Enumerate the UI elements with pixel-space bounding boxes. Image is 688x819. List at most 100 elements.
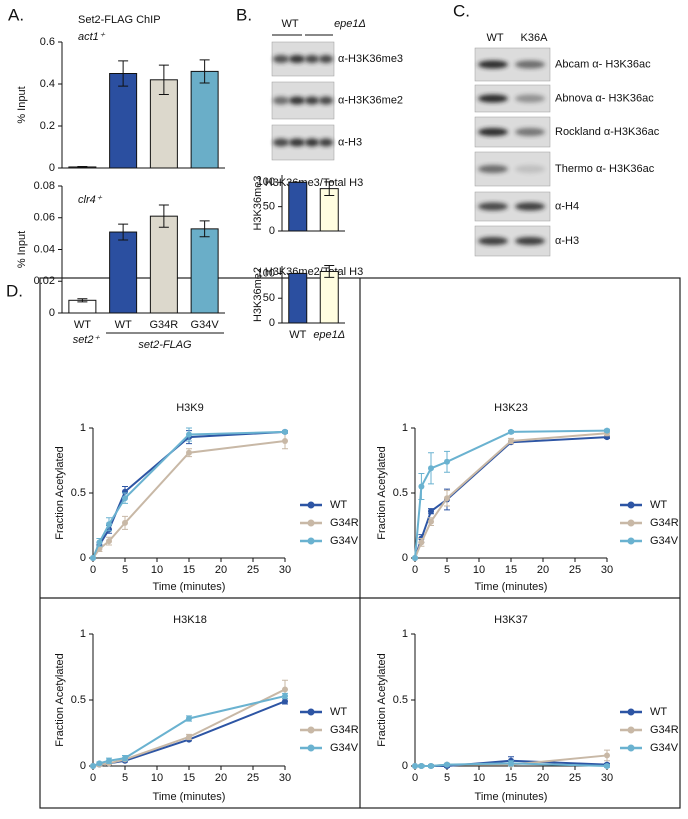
series-line <box>92 688 286 767</box>
blot-band <box>273 96 289 105</box>
x-tick-label: 0 <box>90 564 96 576</box>
point <box>282 438 288 444</box>
blot-band <box>515 60 545 69</box>
legend-label: G34R <box>330 724 359 736</box>
x-tick-label: 5 <box>444 772 450 784</box>
legend-marker <box>627 537 635 545</box>
point <box>106 757 112 764</box>
blot-band <box>319 96 333 105</box>
point <box>428 465 434 472</box>
legend-label: WT <box>650 499 667 511</box>
blot-label: Thermo α- H3K36ac <box>555 163 655 175</box>
point <box>106 521 112 528</box>
legend-marker <box>627 726 635 734</box>
x-tick-label: epe1Δ <box>313 329 345 341</box>
y-tick-label: 0 <box>49 162 55 174</box>
x-tick-label: 0 <box>90 772 96 784</box>
panel-a-title: Set2-FLAG ChIP <box>78 14 161 26</box>
bar <box>319 270 339 324</box>
lane-label: K36A <box>521 32 549 44</box>
blot-label: Abnova α- H3K36ac <box>555 92 654 104</box>
y-axis-label: Fraction Acetylated <box>376 653 388 747</box>
point <box>428 508 434 515</box>
x-tick-label: 20 <box>537 772 549 784</box>
blot-label: Rockland α-H3K36ac <box>555 126 660 138</box>
blot-band <box>305 96 319 105</box>
point <box>122 495 128 502</box>
chart-title: clr4⁺ <box>78 194 103 206</box>
point <box>604 427 610 434</box>
point <box>122 755 128 762</box>
series-line <box>414 432 608 559</box>
blot-label: α-H4 <box>555 200 579 212</box>
blot-band <box>478 94 508 103</box>
point <box>428 518 434 525</box>
blot-band <box>478 237 508 245</box>
x-tick-label: 15 <box>505 772 517 784</box>
blot-band <box>273 55 289 63</box>
y-tick-label: 0.2 <box>40 120 55 132</box>
lane-label: WT <box>281 18 298 30</box>
error-bar <box>324 181 335 196</box>
y-axis-label: Fraction Acetylated <box>54 446 66 540</box>
blot-band <box>273 138 289 147</box>
point <box>282 428 288 435</box>
legend-marker <box>307 537 315 545</box>
point <box>90 763 96 769</box>
point <box>186 715 192 722</box>
point <box>428 763 434 769</box>
blot-band <box>515 128 545 136</box>
point <box>508 438 514 444</box>
x-tick-label: 25 <box>247 772 259 784</box>
blot-label: α-H3K36me3 <box>338 53 403 65</box>
bar <box>288 181 308 232</box>
blot-label: α-H3 <box>338 136 362 148</box>
point <box>418 763 425 769</box>
x-axis-label: Time (minutes) <box>153 581 226 593</box>
blot-label: α-H3 <box>555 235 579 247</box>
y-axis-label: Fraction Acetylated <box>54 653 66 747</box>
y-axis-label: Fraction Acetylated <box>376 446 388 540</box>
chart-title: H3K36me2/Total H3 <box>265 266 363 278</box>
y-tick-label: 0 <box>269 225 275 237</box>
y-tick-label: 0.06 <box>34 212 55 224</box>
y-tick-label: 0.4 <box>40 78 55 90</box>
y-axis-label: H3K36me3 <box>252 175 264 230</box>
legend-marker <box>307 744 315 752</box>
blot-band <box>289 55 305 63</box>
x-axis-label: Time (minutes) <box>475 791 548 803</box>
legend-marker <box>627 708 635 716</box>
x-tick-label: 10 <box>473 772 485 784</box>
legend-label: G34R <box>650 724 679 736</box>
blot-band <box>305 138 319 147</box>
point <box>508 428 514 435</box>
blot-band <box>515 202 545 211</box>
legend-label: G34V <box>650 742 679 754</box>
panel-label: D. <box>6 281 23 300</box>
x-tick-label: 15 <box>183 772 195 784</box>
y-tick-label: 1 <box>80 628 86 640</box>
panel-label: B. <box>236 5 252 24</box>
point <box>186 431 192 438</box>
x-tick-label: 30 <box>601 564 613 576</box>
blot-band <box>515 165 545 173</box>
legend-label: WT <box>650 706 667 718</box>
point <box>96 760 103 767</box>
x-tick-label: 15 <box>505 564 517 576</box>
legend-marker <box>307 519 315 527</box>
x-tick-label: 5 <box>444 564 450 576</box>
legend-label: G34V <box>650 535 679 547</box>
point <box>604 763 610 769</box>
y-tick-label: 0.5 <box>393 487 408 499</box>
chart-title: H3K23 <box>494 402 528 414</box>
x-tick-label: 5 <box>122 564 128 576</box>
error-bar <box>77 166 88 168</box>
chart-title: act1⁺ <box>78 31 106 43</box>
x-tick-label: WT <box>115 319 132 331</box>
y-tick-label: 0 <box>49 307 55 319</box>
y-tick-label: 0.5 <box>71 694 86 706</box>
y-tick-label: 50 <box>263 201 275 213</box>
blot-band <box>305 55 319 63</box>
x-axis-label: Time (minutes) <box>475 581 548 593</box>
